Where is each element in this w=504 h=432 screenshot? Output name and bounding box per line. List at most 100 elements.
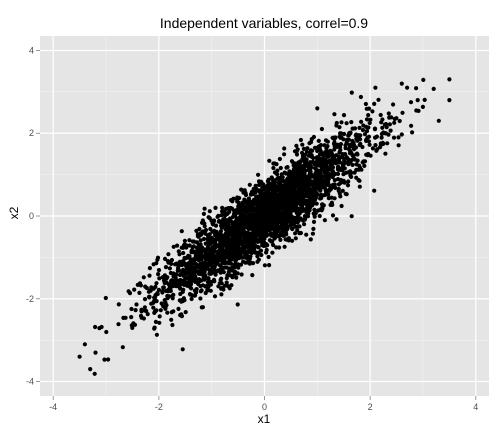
data-point [321, 168, 326, 173]
data-point [259, 252, 264, 258]
data-point [304, 176, 309, 182]
data-point [201, 211, 206, 216]
data-point [176, 268, 182, 273]
data-point [92, 371, 97, 376]
data-point [269, 239, 274, 244]
data-point [182, 238, 187, 243]
data-point [297, 224, 302, 229]
data-point [346, 179, 351, 184]
data-point [280, 224, 285, 229]
data-point [360, 144, 365, 150]
data-point [270, 192, 275, 197]
data-point [300, 142, 305, 147]
data-point [311, 191, 316, 196]
data-point [298, 230, 303, 236]
data-point [269, 222, 274, 227]
data-point [380, 125, 385, 130]
data-point [245, 231, 251, 236]
data-point [154, 299, 159, 304]
data-point [325, 152, 330, 158]
data-point [147, 288, 153, 293]
data-point [213, 272, 218, 277]
data-point [255, 216, 260, 221]
data-point [252, 223, 257, 228]
data-point [219, 221, 224, 226]
data-point [400, 110, 405, 115]
data-point [354, 151, 360, 156]
data-point [220, 205, 225, 210]
data-point [382, 131, 388, 136]
data-point [143, 284, 148, 289]
data-point [257, 182, 262, 187]
data-point [221, 260, 226, 266]
data-point [329, 167, 334, 172]
data-point [234, 275, 239, 280]
data-point [447, 77, 452, 82]
data-point [355, 138, 360, 143]
data-point [317, 213, 322, 219]
data-point [302, 214, 307, 219]
data-point [291, 193, 296, 198]
data-point [269, 184, 274, 189]
data-point [198, 238, 203, 243]
data-point [282, 152, 287, 157]
data-point [337, 134, 342, 139]
data-point [207, 209, 212, 214]
data-point [250, 273, 255, 278]
data-point [345, 156, 351, 162]
data-point [142, 297, 148, 302]
data-point [303, 158, 308, 163]
data-point [161, 278, 167, 283]
data-point [151, 286, 156, 291]
data-point [357, 165, 363, 170]
data-point [287, 219, 292, 224]
data-point [278, 191, 283, 196]
data-point [264, 247, 269, 253]
data-point [257, 189, 262, 195]
data-point [305, 187, 310, 192]
data-point [277, 245, 282, 250]
data-point [188, 269, 193, 274]
data-point [194, 287, 199, 292]
data-point [142, 305, 147, 310]
data-point [229, 273, 234, 278]
data-point [314, 172, 320, 177]
data-point [252, 240, 257, 245]
data-point [202, 274, 208, 279]
data-point [198, 231, 203, 236]
data-point [343, 152, 348, 157]
data-point [293, 236, 298, 241]
data-point [221, 270, 226, 275]
data-point [321, 203, 326, 208]
data-point [255, 254, 260, 259]
data-point [218, 270, 223, 275]
data-point [145, 312, 150, 317]
data-point [380, 140, 385, 145]
data-point [254, 196, 259, 202]
data-point [248, 213, 253, 219]
data-point [337, 150, 342, 155]
data-point [247, 182, 252, 187]
data-point [330, 213, 336, 218]
data-point [167, 294, 172, 299]
data-point [156, 272, 161, 277]
data-point [147, 273, 152, 278]
data-point [246, 218, 251, 223]
data-point [350, 162, 355, 167]
data-point [308, 140, 314, 145]
data-point [353, 133, 358, 138]
data-point [241, 245, 246, 250]
data-point [247, 239, 252, 244]
data-point [337, 191, 342, 196]
data-point [230, 268, 235, 273]
data-point [233, 258, 239, 263]
data-point [304, 232, 309, 237]
data-point [242, 197, 247, 202]
data-point [292, 169, 297, 174]
data-point [226, 255, 231, 260]
data-point [187, 273, 192, 279]
data-point [380, 117, 385, 122]
data-point [302, 171, 307, 176]
data-point [396, 135, 401, 140]
data-point [230, 265, 235, 270]
